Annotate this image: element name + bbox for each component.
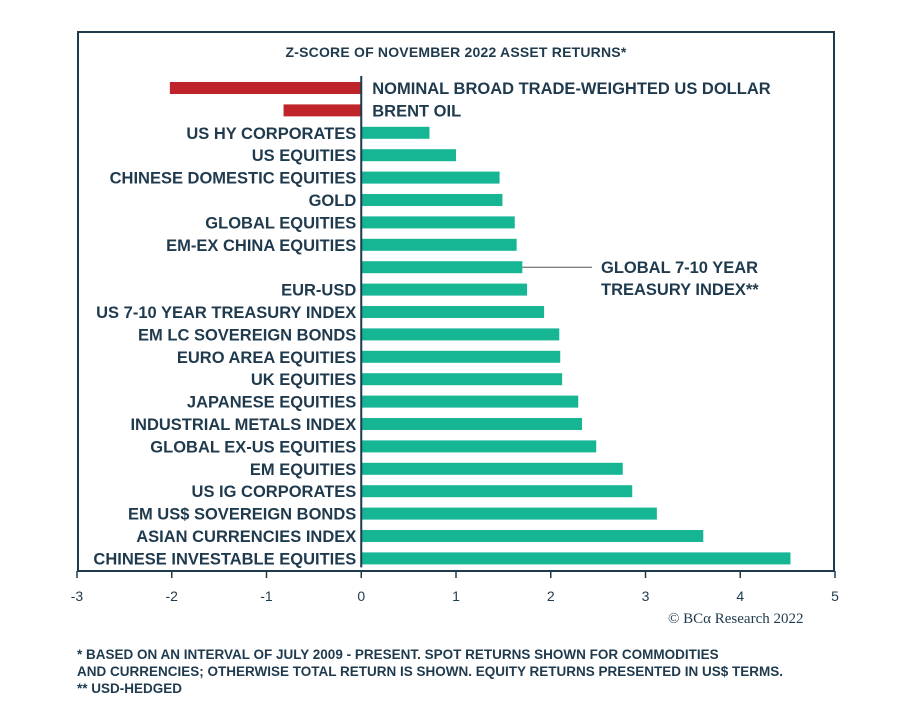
bar	[361, 440, 597, 453]
x-tick-label: -2	[166, 588, 179, 604]
bar	[361, 306, 545, 318]
x-tick-label: 0	[357, 588, 365, 604]
category-label: CHINESE DOMESTIC EQUITIES	[110, 170, 357, 188]
category-label: EM-EX CHINA EQUITIES	[166, 237, 356, 255]
category-label: EUR-USD	[281, 282, 356, 300]
category-label: EM LC SOVEREIGN BONDS	[138, 326, 356, 344]
bar	[361, 283, 528, 296]
category-label: GLOBAL EX-US EQUITIES	[150, 438, 356, 456]
bar	[361, 530, 704, 542]
category-label: UK EQUITIES	[251, 371, 356, 389]
footnotes: * BASED ON AN INTERVAL OF JULY 2009 - PR…	[77, 646, 897, 697]
bar	[361, 238, 517, 251]
x-tick-label: 2	[547, 588, 555, 604]
category-label: EM US$ SOVEREIGN BONDS	[128, 506, 356, 524]
bar	[361, 462, 623, 475]
x-tick-label: 3	[642, 588, 650, 604]
bar	[361, 418, 583, 430]
category-label: US EQUITIES	[252, 147, 357, 165]
category-label: JAPANESE EQUITIES	[187, 394, 356, 412]
x-tick-label: 5	[831, 588, 839, 604]
bar	[361, 350, 561, 363]
bar	[361, 194, 503, 206]
category-label: GLOBAL EQUITIES	[205, 214, 356, 232]
bar	[283, 104, 362, 117]
category-label: US 7-10 YEAR TREASURY INDEX	[96, 304, 356, 322]
category-label: INDUSTRIAL METALS INDEX	[130, 416, 356, 434]
chart-title: Z-SCORE OF NOVEMBER 2022 ASSET RETURNS*	[285, 44, 627, 60]
footnote-line-3: ** USD-HEDGED	[77, 681, 183, 696]
category-label: NOMINAL BROAD TRADE-WEIGHTED US DOLLAR	[372, 80, 771, 98]
x-tick-label: 1	[452, 588, 460, 604]
category-label: EURO AREA EQUITIES	[177, 349, 356, 367]
copyright-notice: © BCα Research 2022	[668, 611, 804, 627]
bar	[361, 395, 579, 408]
bar	[361, 126, 430, 139]
bar	[361, 485, 633, 498]
x-tick-label: 4	[736, 588, 744, 604]
bar	[169, 82, 362, 94]
x-tick-label: -1	[260, 588, 273, 604]
bar	[361, 261, 523, 274]
category-label: BRENT OIL	[372, 102, 461, 120]
category-label: US IG CORPORATES	[192, 483, 357, 501]
category-label: GOLD	[309, 192, 357, 210]
annotation-text: TREASURY INDEX**	[601, 281, 759, 299]
category-label: CHINESE INVESTABLE EQUITIES	[93, 550, 356, 568]
footnote-line-1: * BASED ON AN INTERVAL OF JULY 2009 - PR…	[77, 647, 719, 662]
annotation-text: GLOBAL 7-10 YEAR	[601, 259, 758, 277]
category-label: EM EQUITIES	[250, 461, 356, 479]
category-label: ASIAN CURRENCIES INDEX	[136, 528, 356, 546]
x-tick-label: -3	[71, 588, 84, 604]
footnote-line-2: AND CURRENCIES; OTHERWISE TOTAL RETURN I…	[77, 664, 784, 679]
bar	[361, 149, 456, 162]
bar	[361, 171, 500, 184]
bar	[361, 328, 560, 341]
bar	[361, 507, 657, 520]
category-label: US HY CORPORATES	[186, 125, 356, 143]
bar	[361, 373, 563, 386]
bar	[361, 216, 515, 229]
bar	[361, 552, 791, 565]
